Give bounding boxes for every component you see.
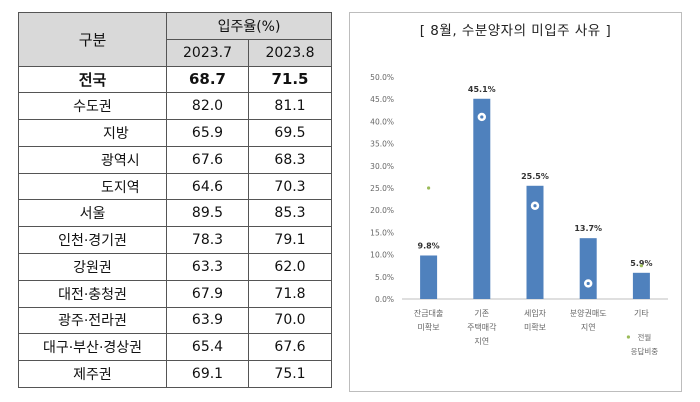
previous-month-marker: [427, 186, 431, 190]
table-row: 광역시 67.6 68.3: [18, 145, 332, 174]
previous-month-marker-dot: [533, 204, 537, 208]
header-category: 구분: [18, 12, 167, 67]
x-category-label: 세입자: [524, 309, 547, 318]
y-tick-label: 10.0%: [370, 251, 394, 260]
bar: [473, 98, 491, 299]
legend-label: 전월: [637, 332, 651, 342]
legend-label: 응답비중: [631, 346, 659, 356]
x-category-label: 지연: [581, 323, 596, 332]
bar-value-label: 45.1%: [468, 85, 496, 94]
x-category-label: 미확보: [418, 322, 440, 332]
row-value-aug: 85.3: [248, 199, 332, 228]
y-tick-label: 30.0%: [370, 162, 394, 171]
row-value-jul: 63.3: [166, 253, 249, 281]
y-tick-label: 40.0%: [370, 117, 394, 126]
header-2023-7: 2023.7: [166, 38, 249, 67]
y-tick-label: 25.0%: [370, 184, 394, 193]
row-value-aug: 69.5: [248, 119, 332, 147]
bar: [632, 272, 650, 299]
table-row: 인천·경기권 78.3 79.1: [18, 226, 332, 255]
row-label: 강원권: [18, 253, 167, 281]
y-tick-label: 20.0%: [370, 206, 394, 215]
row-value-jul: 69.1: [166, 360, 249, 388]
row-value-jul: 78.3: [166, 226, 249, 255]
header-2023-8: 2023.8: [248, 38, 332, 67]
legend-marker: [626, 335, 630, 339]
row-value-aug: 79.1: [248, 226, 332, 255]
row-label: 광역시: [18, 145, 167, 174]
row-value-jul: 82.0: [166, 92, 249, 121]
row-value-aug: 75.1: [248, 360, 332, 388]
bar: [526, 185, 544, 299]
row-value-aug: 67.6: [248, 333, 332, 362]
y-tick-label: 45.0%: [370, 95, 394, 104]
row-label: 인천·경기권: [18, 226, 167, 255]
x-category-label: 지연: [474, 337, 489, 346]
row-value-jul: 68.7: [166, 65, 249, 94]
row-value-aug: 70.0: [248, 306, 332, 335]
x-category-label: 분양권매도: [570, 308, 607, 318]
row-label: 제주권: [18, 360, 167, 388]
row-value-jul: 67.9: [166, 279, 249, 308]
table-row: 대전·충청권 67.9 71.8: [18, 279, 332, 308]
row-label: 대구·부산·경상권: [18, 333, 167, 362]
row-label: 지방: [18, 119, 167, 147]
bar: [579, 238, 597, 299]
table-row: 전국 68.7 71.5: [18, 65, 332, 94]
row-label: 수도권: [18, 92, 167, 121]
y-tick-label: 5.0%: [375, 273, 394, 282]
bar-value-label: 25.5%: [521, 172, 549, 181]
chart-panel: [ 8월, 수분양자의 미입주 사유 ] 0.0% 5.0% 10.0% 15.0% 2…: [349, 12, 682, 392]
x-category-label: 주택매각: [467, 322, 497, 332]
previous-month-marker-dot: [480, 115, 484, 119]
table-row: 광주·전라권 63.9 70.0: [18, 306, 332, 335]
y-tick-label: 35.0%: [370, 140, 394, 149]
row-label: 서울: [18, 199, 167, 228]
row-value-jul: 63.9: [166, 306, 249, 335]
row-label: 도지역: [18, 172, 167, 201]
row-value-jul: 67.6: [166, 145, 249, 174]
row-value-aug: 81.1: [248, 92, 332, 121]
bar-chart: 0.0% 5.0% 10.0% 15.0% 20.0% 25.0% 30.0% 35.0% 40…: [370, 73, 668, 356]
row-value-jul: 65.4: [166, 333, 249, 362]
occupancy-rate-table: 구분 입주율(%) 2023.7 2023.8 전국 68.7 71.5 수도권…: [18, 12, 332, 388]
x-category-label: 미확보: [524, 322, 546, 332]
header-occupancy-rate: 입주율(%): [166, 12, 332, 40]
row-value-aug: 71.8: [248, 279, 332, 308]
table-row: 서울 89.5 85.3: [18, 199, 332, 228]
y-tick-label: 50.0%: [370, 73, 394, 82]
row-value-jul: 64.6: [166, 172, 249, 201]
x-category-label: 기타: [634, 309, 649, 318]
x-category-label: 기존: [474, 309, 489, 318]
table-row: 대구·부산·경상권 65.4 67.6: [18, 333, 332, 362]
table-row: 도지역 64.6 70.3: [18, 172, 332, 201]
row-label: 광주·전라권: [18, 306, 167, 335]
y-tick-label: 15.0%: [370, 228, 394, 237]
bar: [420, 255, 438, 299]
x-category-label: 잔금대출: [414, 308, 443, 318]
row-value-jul: 89.5: [166, 199, 249, 228]
bar-value-label: 13.7%: [574, 224, 602, 233]
table-row: 지방 65.9 69.5: [18, 119, 332, 147]
previous-month-marker: [639, 264, 643, 268]
bar-value-label: 9.8%: [418, 241, 440, 250]
table-row: 수도권 82.0 81.1: [18, 92, 332, 121]
occupancy-table: 구분 입주율(%) 2023.7 2023.8 전국 68.7 71.5 수도권…: [18, 12, 332, 388]
previous-month-marker-dot: [586, 281, 590, 286]
row-value-aug: 71.5: [248, 65, 332, 94]
table-row: 강원권 63.3 62.0: [18, 253, 332, 281]
row-value-aug: 68.3: [248, 145, 332, 174]
row-label: 대전·충청권: [18, 279, 167, 308]
row-value-aug: 70.3: [248, 172, 332, 201]
chart-title: [ 8월, 수분양자의 미입주 사유 ]: [419, 23, 612, 39]
y-tick-label: 0.0%: [375, 295, 394, 304]
row-value-aug: 62.0: [248, 253, 332, 281]
bar-value-label: 5.9%: [630, 259, 652, 268]
table-row: 제주권 69.1 75.1: [18, 360, 332, 388]
row-value-jul: 65.9: [166, 119, 249, 147]
row-label: 전국: [18, 65, 167, 94]
